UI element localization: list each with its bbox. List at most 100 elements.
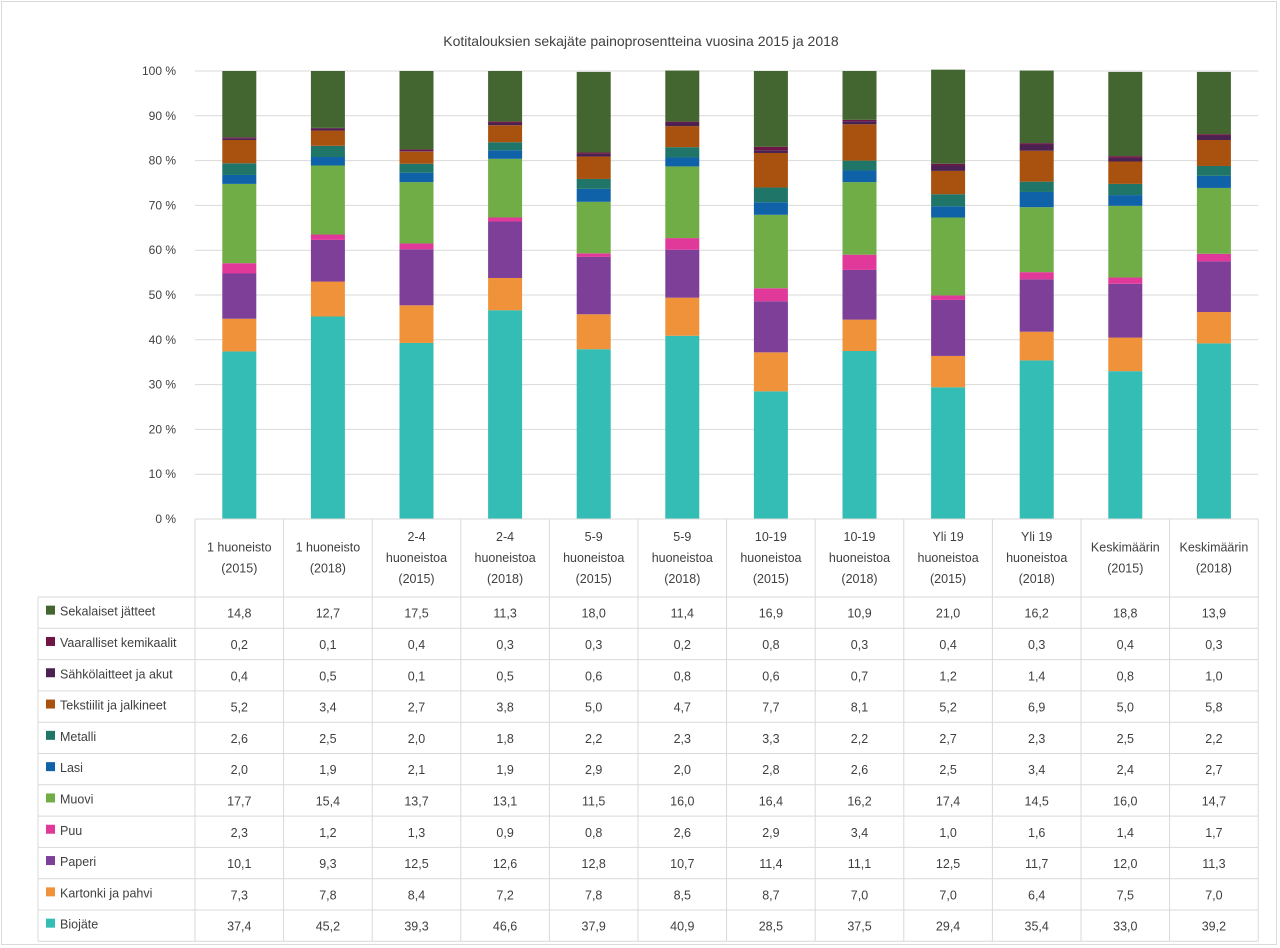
category-label: 2-4 xyxy=(496,530,514,544)
bar-segment xyxy=(931,170,966,195)
table-value: 0,4 xyxy=(939,638,956,652)
bar-segment xyxy=(1108,277,1143,284)
bar-segment xyxy=(576,178,611,189)
bar-segment xyxy=(399,249,434,306)
gridlines xyxy=(195,70,1259,475)
table-value: 5,2 xyxy=(231,701,248,715)
legend-label: Lasi xyxy=(60,761,83,775)
bar-segment xyxy=(842,121,877,125)
category-label: 1 huoneisto xyxy=(296,541,361,555)
category-label: huoneistoa xyxy=(652,551,713,565)
table-value: 5,2 xyxy=(939,701,956,715)
table-value: 14,7 xyxy=(1202,794,1226,808)
table-value: 1,4 xyxy=(1028,669,1045,683)
table-value: 16,2 xyxy=(847,794,871,808)
bar-segment xyxy=(576,349,611,519)
table-value: 4,7 xyxy=(674,701,691,715)
legend-label: Biojäte xyxy=(60,918,98,932)
table-value: 28,5 xyxy=(759,920,783,934)
bar-segment xyxy=(665,249,700,298)
table-value: 14,8 xyxy=(227,607,251,621)
table-value: 0,2 xyxy=(231,638,248,652)
bar-segment xyxy=(222,351,257,519)
bar-segment xyxy=(222,71,257,138)
category-label: (2015) xyxy=(398,572,434,586)
bar-segment xyxy=(310,316,345,519)
bar-segment xyxy=(931,165,966,171)
y-tick-label: 10 % xyxy=(149,467,177,481)
bar-segment xyxy=(222,318,257,352)
bar-segment xyxy=(310,157,345,166)
bar-segment xyxy=(488,150,523,159)
table-value: 2,3 xyxy=(674,732,691,746)
table-value: 3,3 xyxy=(762,732,779,746)
category-label: huoneistoa xyxy=(829,551,890,565)
table-value: 3,4 xyxy=(1028,763,1045,777)
table-value: 0,8 xyxy=(674,669,691,683)
bar-segment xyxy=(1196,71,1231,135)
table-value: 3,4 xyxy=(319,701,336,715)
y-tick-label: 50 % xyxy=(149,288,177,302)
bar-segment xyxy=(1019,144,1054,151)
bar-segment xyxy=(1108,337,1143,372)
data-table: 1 huoneisto (2015) 1 huoneisto (2018) 2-4 huo… xyxy=(37,518,1259,942)
table-value: 2,9 xyxy=(585,763,602,777)
table-value: 7,5 xyxy=(1117,888,1134,902)
bar-segment xyxy=(753,152,788,188)
bar-segment xyxy=(931,355,966,388)
table-value: 7,2 xyxy=(496,888,513,902)
bar-segment xyxy=(488,121,523,123)
table-value: 1,3 xyxy=(408,826,425,840)
bar-segment xyxy=(488,277,523,311)
bar-segment xyxy=(842,351,877,519)
category-label: 10-19 xyxy=(755,530,787,544)
table-value: 1,4 xyxy=(1117,826,1134,840)
bar-segment xyxy=(222,174,257,184)
table-value: 7,7 xyxy=(762,701,779,715)
bar-segment xyxy=(842,319,877,351)
legend-key xyxy=(46,699,55,709)
table-value: 14,5 xyxy=(1025,794,1049,808)
table-value: 0,8 xyxy=(762,638,779,652)
table-value: 7,8 xyxy=(585,888,602,902)
legend-label: Kartonki ja pahvi xyxy=(60,886,152,900)
table-value: 7,0 xyxy=(851,888,868,902)
table-value: 15,4 xyxy=(316,794,340,808)
bar-segment xyxy=(1196,175,1231,188)
bar-segment xyxy=(576,152,611,154)
bar-segment xyxy=(310,71,345,128)
table-value: 13,9 xyxy=(1202,607,1226,621)
table-value: 8,7 xyxy=(762,888,779,902)
bar-segment xyxy=(665,335,700,519)
bar-segment xyxy=(931,194,966,207)
table-value: 7,8 xyxy=(319,888,336,902)
table-value: 2,8 xyxy=(762,763,779,777)
bar-segment xyxy=(665,147,700,158)
table-value: 1,0 xyxy=(939,826,956,840)
table-value: 2,5 xyxy=(939,763,956,777)
table-value: 16,9 xyxy=(759,607,783,621)
y-tick-label: 60 % xyxy=(149,243,177,257)
table-value: 45,2 xyxy=(316,920,340,934)
legend-label: Sekalaiset jätteet xyxy=(60,605,156,619)
legend-key xyxy=(46,856,55,866)
legend-key xyxy=(46,605,55,615)
table-value: 3,4 xyxy=(851,826,868,840)
table-value: 0,1 xyxy=(408,669,425,683)
bar-segment xyxy=(1019,143,1054,145)
table-value: 12,5 xyxy=(936,857,960,871)
bar-segment xyxy=(488,142,523,151)
bar-segment xyxy=(222,273,257,319)
table-value: 2,2 xyxy=(1205,732,1222,746)
bar-segment xyxy=(310,239,345,282)
bar-segment xyxy=(488,125,523,143)
table-value: 0,3 xyxy=(1028,638,1045,652)
table-value: 12,6 xyxy=(493,857,517,871)
table-value: 11,7 xyxy=(1025,857,1048,871)
bar-segment xyxy=(399,243,434,250)
bar-segment xyxy=(1108,371,1143,519)
table-value: 33,0 xyxy=(1113,920,1137,934)
table-value: 0,3 xyxy=(1205,638,1222,652)
table-value: 8,1 xyxy=(851,701,868,715)
